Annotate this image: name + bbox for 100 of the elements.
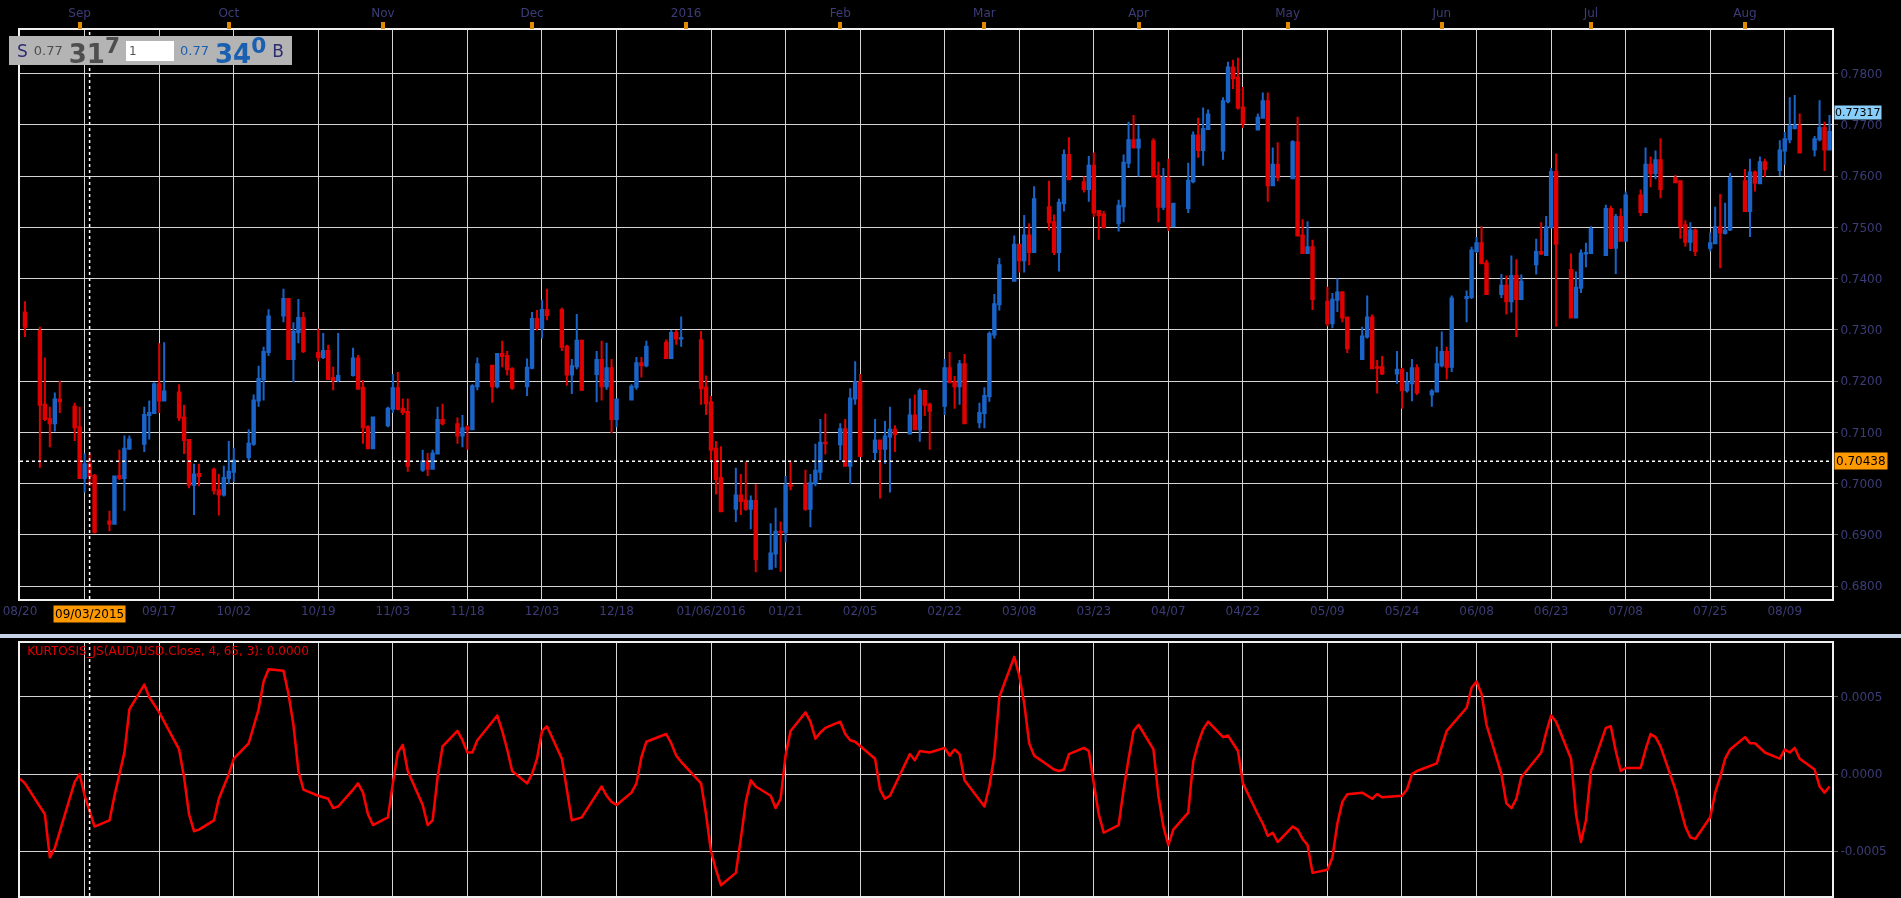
x2-tick-label: Oct: [218, 6, 240, 21]
candlestick: [440, 402, 445, 427]
x2-tick-label: Nov: [371, 6, 395, 21]
x-tick-label: 09/17: [141, 604, 177, 619]
candlestick: [1086, 155, 1092, 203]
candlestick: [887, 405, 893, 494]
candlestick: [783, 474, 788, 544]
x-tick-label: 03/23: [1076, 604, 1112, 619]
candlestick: [321, 331, 326, 361]
candlestick: [1026, 222, 1032, 267]
candlestick: [594, 349, 599, 404]
x-tick-label: 06/23: [1533, 604, 1569, 619]
x-tick-label: 02/05: [842, 604, 878, 619]
y-tick-label: 0.7200: [1840, 374, 1883, 389]
candlestick: [1688, 221, 1693, 252]
y-tick-label: 0.7300: [1840, 323, 1883, 338]
y-tick-label: 0.0005: [1840, 690, 1883, 705]
candlestick: [579, 338, 584, 392]
candlestick: [872, 418, 878, 462]
annotation: 0.77: [180, 43, 209, 58]
y-tick-label: 0.7700: [1840, 118, 1883, 133]
ref-line-label: 09/03/2015: [55, 607, 125, 621]
candlestick: [644, 339, 649, 369]
candlestick: [1325, 285, 1330, 328]
candlestick: [112, 474, 117, 526]
candlestick: [37, 325, 43, 469]
candlestick: [753, 483, 758, 574]
text: 0.77317: [1835, 106, 1881, 119]
candlestick: [539, 298, 545, 340]
candlestick: [1553, 152, 1559, 328]
x-tick-label: 10/19: [300, 604, 336, 619]
x-tick-label: 01/06/2016: [676, 604, 746, 619]
x-tick-label: 11/03: [375, 604, 411, 619]
candlestick: [1265, 91, 1270, 203]
candlestick: [335, 331, 341, 384]
y-tick-label: 0.7600: [1840, 169, 1883, 184]
candlestick: [1822, 120, 1827, 172]
candlestick: [1066, 136, 1072, 181]
candlestick: [460, 413, 465, 449]
x2-tick-label: 2016: [670, 6, 702, 21]
candlestick: [877, 438, 883, 500]
candlestick: [1161, 166, 1166, 211]
candlestick: [281, 287, 286, 324]
x2-tick-label: May: [1275, 6, 1301, 21]
candlestick: [544, 287, 550, 322]
x-tick-label: 07/25: [1692, 604, 1728, 619]
y-tick-label: -0.0005: [1840, 844, 1887, 859]
y-tick-label: 0.7400: [1840, 271, 1883, 286]
candlestick: [857, 372, 863, 457]
candlestick: [599, 339, 604, 402]
candlestick: [1305, 220, 1310, 255]
candlestick: [1514, 258, 1519, 339]
candlestick: [1021, 214, 1027, 274]
x-tick-label: 10/02: [216, 604, 252, 619]
candlestick: [117, 448, 122, 482]
x2-tick-label: Jun: [1431, 6, 1452, 21]
candlestick: [1638, 188, 1643, 218]
candlestick: [495, 351, 500, 390]
y-tick-label: 0.7800: [1840, 66, 1883, 81]
candlestick: [1742, 167, 1748, 213]
candlestick: [1653, 149, 1658, 181]
candlestick: [1200, 106, 1206, 167]
candlestick: [1504, 274, 1509, 316]
candlestick: [604, 341, 609, 391]
candlestick: [1568, 252, 1574, 320]
candlestick: [196, 462, 202, 488]
candlestick: [1449, 294, 1454, 373]
candlestick: [1608, 204, 1613, 250]
candlestick: [1603, 203, 1609, 258]
ref-line-label: 0.70438: [1836, 454, 1886, 468]
candlestick: [1752, 169, 1758, 193]
candlestick: [1648, 155, 1653, 189]
y-tick-label: 0.7500: [1840, 220, 1883, 235]
candlestick: [82, 452, 87, 494]
candlestick: [57, 379, 62, 414]
candlestick: [1499, 273, 1504, 300]
candlestick: [1538, 221, 1544, 257]
candlestick: [788, 459, 793, 492]
candlestick: [420, 448, 425, 473]
candlestick: [1747, 157, 1753, 239]
annotation: S: [17, 40, 28, 61]
candlestick: [1195, 116, 1201, 159]
candlestick: [942, 358, 947, 416]
candlestick: [1717, 193, 1723, 270]
candlestick: [1618, 207, 1623, 242]
candlestick: [1399, 366, 1405, 410]
candlestick: [350, 346, 356, 378]
candlestick: [1643, 146, 1648, 213]
candlestick: [1310, 238, 1315, 311]
candlestick: [107, 509, 112, 533]
candlestick: [1171, 202, 1176, 228]
candlestick: [1623, 190, 1628, 243]
x-tick-label: 04/07: [1151, 604, 1186, 619]
x-tick-label: 12/18: [599, 604, 634, 619]
candlestick: [1131, 114, 1136, 150]
candlestick: [748, 494, 753, 531]
candlestick: [743, 460, 749, 512]
x-tick-label: 12/03: [524, 604, 560, 619]
candlestick: [639, 356, 644, 379]
x2-tick-label: Jul: [1582, 6, 1599, 21]
